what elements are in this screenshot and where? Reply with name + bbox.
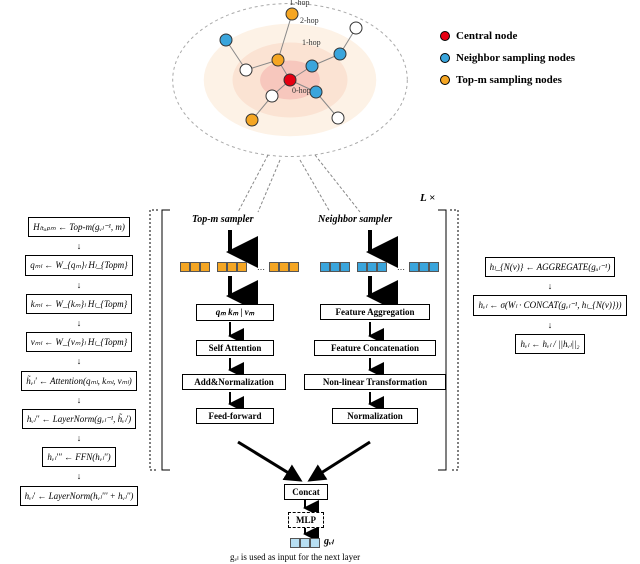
neighbor-sampler-label: Neighbor sampler bbox=[318, 214, 392, 225]
output-g-label: gᵥₗ bbox=[324, 536, 333, 547]
self-attention-box: Self Attention bbox=[196, 340, 274, 356]
legend-topm-text: Top-m sampling nodes bbox=[456, 74, 562, 86]
right-formulas: hₗ_{N(v)} ← AGGREGATE(gᵤₗ⁻¹)↓hᵥₗ ← σ(Wₗ … bbox=[462, 256, 638, 355]
topm-sampler-label: Top-m sampler bbox=[192, 214, 254, 225]
concat-box: Concat bbox=[284, 484, 328, 500]
neighbor-dot bbox=[440, 53, 450, 63]
output-token bbox=[290, 538, 326, 548]
central-dot bbox=[440, 31, 450, 41]
addnorm-box: Add&Normalization bbox=[182, 374, 286, 390]
legend-neighbor-text: Neighbor sampling nodes bbox=[456, 52, 575, 64]
hop1-label: 1-hop bbox=[302, 38, 321, 47]
topm-dot bbox=[440, 75, 450, 85]
hop0-label: 0-hop bbox=[292, 86, 311, 95]
mlp-box: MLP bbox=[288, 512, 324, 528]
left-formulas: Hₗₜₒₚₘ ← Top-m(gᵥₗ⁻¹, m)↓qₘₗ ← W_{qₘ}ₗ H… bbox=[4, 216, 154, 507]
qkv-box: qₘ kₘ | vₘ bbox=[196, 304, 274, 321]
neighbor-tokens: … bbox=[320, 262, 445, 272]
legend-central-text: Central node bbox=[456, 30, 517, 42]
norm-box: Normalization bbox=[332, 408, 418, 424]
legend-neighbor: Neighbor sampling nodes bbox=[440, 52, 575, 64]
feedforward-box: Feed-forward bbox=[196, 408, 274, 424]
graph-diagram bbox=[0, 0, 640, 200]
hopL-label: L-hop bbox=[290, 0, 310, 7]
figure-root: { "colors": { "central": "#e60012", "nei… bbox=[0, 0, 640, 564]
legend-topm: Top-m sampling nodes bbox=[440, 74, 562, 86]
caption: gᵥₗ is used as input for the next layer bbox=[230, 552, 360, 563]
topm-tokens: … bbox=[180, 262, 305, 272]
featcat-box: Feature Concatenation bbox=[314, 340, 436, 356]
hop2-label: 2-hop bbox=[300, 16, 319, 25]
nonlin-box: Non-linear Transformation bbox=[304, 374, 446, 390]
legend-central: Central node bbox=[440, 30, 517, 42]
L-times-label: L × bbox=[420, 192, 435, 204]
featagg-box: Feature Aggregation bbox=[320, 304, 430, 320]
